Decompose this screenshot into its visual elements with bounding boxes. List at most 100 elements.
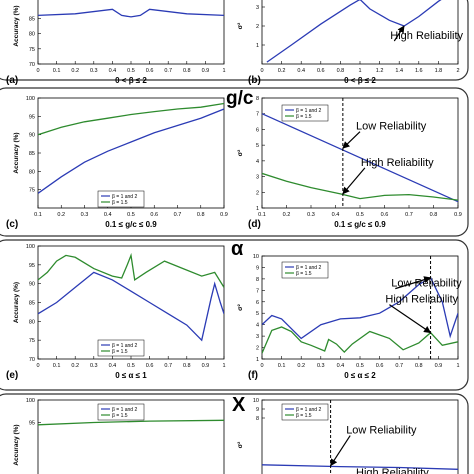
y-tick-label: 70 xyxy=(29,62,35,68)
x-tick-label: 0 xyxy=(36,68,39,74)
x-tick-label: 0.9 xyxy=(454,212,462,218)
x-tick-label: 0.6 xyxy=(146,363,154,369)
x-tick-label: 0.4 xyxy=(109,68,117,74)
legend-box xyxy=(97,403,145,421)
x-tick-label: 0.2 xyxy=(283,212,291,218)
series-line-2 xyxy=(262,172,458,201)
x-tick-label: 0.8 xyxy=(337,68,345,74)
annotation-label: Low Reliability xyxy=(346,425,417,437)
chart-panel-g: 95 100 β = 1 and 2β = 1.5 Accuracy (%) xyxy=(13,398,225,474)
y-axis-label: Accuracy (%) xyxy=(13,282,20,323)
y-tick-label: 95 xyxy=(29,421,35,427)
x-tick-label: 1 xyxy=(222,363,225,369)
legend: β = 1 and 2β = 1.5 xyxy=(97,339,145,357)
legend-box xyxy=(97,190,145,208)
chart-panel-a: 0 0.1 0.2 0.3 0.4 0.5 0.6 0.7 0.8 0.9 1 70 75 80 85 Acc… xyxy=(6,0,226,86)
x-tick-label: 0.7 xyxy=(174,212,182,218)
y-tick-label: 90 xyxy=(29,133,35,139)
annotation-arrow xyxy=(389,304,432,334)
panel-label: (d) xyxy=(248,219,261,230)
y-tick-label: 4 xyxy=(256,159,259,165)
x-tick-label: 0.1 xyxy=(258,212,266,218)
annotation-label: High Reliability xyxy=(385,294,458,306)
section-label-alpha: α xyxy=(231,238,244,260)
x-tick-label: 0.4 xyxy=(337,363,345,369)
y-tick-label: 80 xyxy=(29,319,35,325)
x-tick-label: 0.4 xyxy=(109,363,117,369)
legend-box xyxy=(281,104,329,122)
legend: β = 1 and 2β = 1.5 xyxy=(281,261,329,279)
x-tick-label: 0.4 xyxy=(332,212,340,218)
series-line-2 xyxy=(38,102,224,136)
row-frame-1 xyxy=(0,0,469,81)
panel-label: (f) xyxy=(248,370,258,381)
legend-label: β = 1 and 2 xyxy=(296,407,321,413)
row-frame-3 xyxy=(0,239,469,391)
annotation-label: High Reliability xyxy=(361,157,434,169)
row-frame-4 xyxy=(0,393,469,474)
x-tick-label: 2 xyxy=(456,68,459,74)
x-tick-label: 1 xyxy=(222,68,225,74)
y-tick-label: 85 xyxy=(29,301,35,307)
section-label-gc: g/c xyxy=(226,88,254,109)
legend-label: β = 1 and 2 xyxy=(112,407,137,413)
x-tick-label: 0.1 xyxy=(53,363,61,369)
y-tick-label: 4 xyxy=(256,323,259,329)
y-tick-label: 3 xyxy=(256,334,259,340)
legend-label: β = 1 and 2 xyxy=(112,343,137,349)
y-axis-label: σ² xyxy=(237,22,244,29)
chart-panel-b: 0 0.2 0.4 0.6 0.8 1 1.2 1.4 1.6 1.8 2 1 2 3 High Relia… xyxy=(237,0,464,86)
y-axis-label: Accuracy (%) xyxy=(13,132,20,173)
plot-area xyxy=(37,97,225,209)
x-axis-label: 0 < β ≤ 2 xyxy=(344,76,376,85)
series-line-1 xyxy=(262,113,458,203)
legend-label: β = 1 and 2 xyxy=(296,265,321,271)
series-line-2 xyxy=(38,419,224,426)
legend-label: β = 1.5 xyxy=(296,114,312,120)
y-tick-label: 1 xyxy=(256,357,259,363)
y-axis-label: Accuracy (%) xyxy=(13,424,20,465)
x-tick-label: 0.8 xyxy=(183,363,191,369)
series-line-1 xyxy=(262,276,458,340)
x-tick-label: 0 xyxy=(36,363,39,369)
x-axis-label: 0 < β ≤ 2 xyxy=(115,76,147,85)
x-tick-label: 0.2 xyxy=(278,68,286,74)
x-tick-label: 0.4 xyxy=(104,212,112,218)
row-frame-2 xyxy=(0,87,469,237)
x-tick-label: 0.5 xyxy=(127,68,135,74)
y-tick-label: 8 xyxy=(256,277,259,283)
legend-label: β = 1 and 2 xyxy=(296,108,321,114)
legend-box xyxy=(281,403,329,421)
y-tick-label: 5 xyxy=(256,311,259,317)
annotation-arrow xyxy=(342,167,366,195)
x-tick-label: 0 xyxy=(260,363,263,369)
x-tick-label: 0.3 xyxy=(317,363,325,369)
y-tick-label: 75 xyxy=(29,188,35,194)
x-tick-label: 0.1 xyxy=(34,212,42,218)
y-tick-label: 75 xyxy=(29,338,35,344)
y-tick-label: 6 xyxy=(256,127,259,133)
chart-panel-d: 0.1 0.2 0.3 0.4 0.5 0.6 0.7 0.8 0.9 1 2 3 4 5 6 7 8 Low R… xyxy=(237,96,462,230)
x-tick-label: 0.2 xyxy=(57,212,65,218)
x-tick-label: 0.5 xyxy=(356,363,364,369)
x-tick-label: 0.9 xyxy=(220,212,228,218)
y-tick-label: 1 xyxy=(256,43,259,49)
panel-label: (e) xyxy=(6,370,18,381)
y-axis-label: σ² xyxy=(237,149,244,156)
y-tick-label: 75 xyxy=(29,47,35,53)
legend: β = 1 and 2β = 1.5 xyxy=(281,104,329,122)
annotation-arrow xyxy=(393,25,405,42)
y-tick-label: 100 xyxy=(26,244,35,250)
series-line-2 xyxy=(262,326,458,354)
x-tick-label: 0.2 xyxy=(297,363,305,369)
y-tick-label: 2 xyxy=(256,190,259,196)
series-line-2 xyxy=(38,252,224,288)
x-tick-label: 0.6 xyxy=(146,68,154,74)
x-tick-label: 0.3 xyxy=(307,212,315,218)
x-tick-label: 0.7 xyxy=(164,68,172,74)
y-tick-label: 9 xyxy=(256,407,259,413)
legend-box xyxy=(281,261,329,279)
panel-label: (c) xyxy=(6,219,18,230)
x-tick-label: 0.6 xyxy=(381,212,389,218)
